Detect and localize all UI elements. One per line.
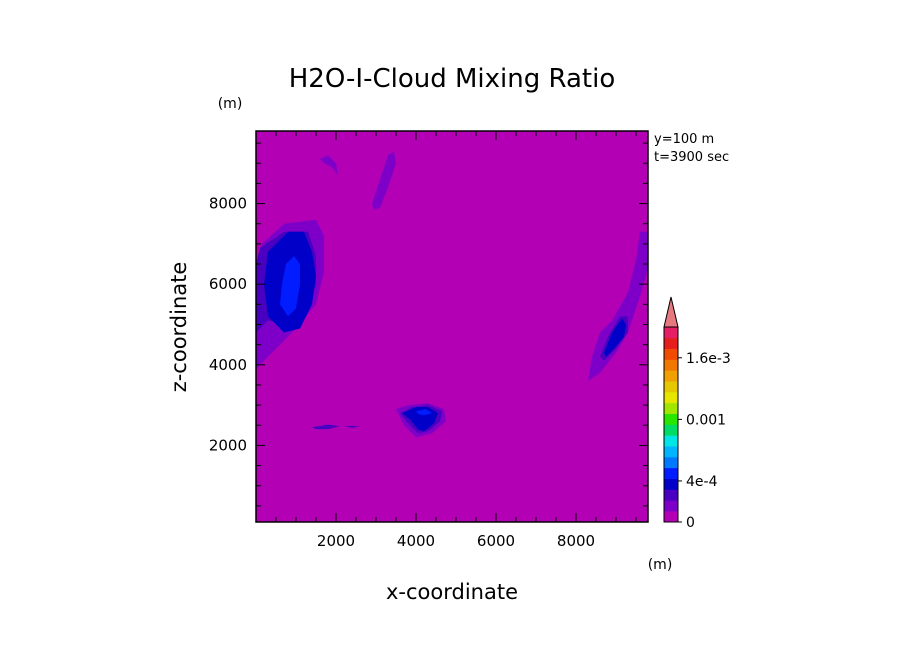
plot-background bbox=[256, 131, 648, 522]
colorbar-swatch bbox=[664, 392, 678, 404]
contour-region-9 bbox=[416, 409, 432, 416]
y-tick-label: 6000 bbox=[209, 275, 247, 293]
x-tick-label: 4000 bbox=[397, 532, 435, 550]
colorbar-swatch bbox=[664, 337, 678, 349]
colorbar-swatch bbox=[664, 446, 678, 458]
colorbar-swatch bbox=[664, 500, 678, 512]
contour-region-5 bbox=[372, 151, 396, 210]
plot-frame bbox=[255, 130, 649, 523]
y-axis-label: z-coordinate bbox=[167, 262, 191, 393]
colorbar-swatch bbox=[664, 359, 678, 371]
contour-region-3 bbox=[280, 256, 300, 317]
plot-area bbox=[255, 130, 649, 523]
colorbar-swatch bbox=[664, 424, 678, 436]
colorbar: 0 4e-4 0.001 1.6e-3 bbox=[663, 296, 731, 531]
colorbar-swatch bbox=[664, 327, 678, 339]
x-tick-label: 8000 bbox=[557, 532, 595, 550]
x-tick-label: 2000 bbox=[317, 532, 355, 550]
colorbar-swatch bbox=[664, 511, 678, 523]
colorbar-swatch bbox=[664, 348, 678, 360]
info-line-y: y=100 m bbox=[654, 132, 714, 147]
y-tick-label: 4000 bbox=[209, 356, 247, 374]
x-unit-label: (m) bbox=[648, 557, 673, 573]
colorbar-label: 1.6e-3 bbox=[686, 351, 731, 367]
colorbar-swatch bbox=[664, 489, 678, 501]
colorbar-label: 0 bbox=[686, 515, 695, 531]
x-tick-label: 6000 bbox=[477, 532, 515, 550]
colorbar-swatch bbox=[664, 381, 678, 393]
colorbar-swatch bbox=[664, 457, 678, 469]
colorbar-swatch bbox=[664, 435, 678, 447]
colorbar-swatch bbox=[664, 478, 678, 490]
colorbar-frame bbox=[663, 326, 679, 523]
contour-region-14 bbox=[604, 318, 626, 357]
y-tick-label: 8000 bbox=[209, 195, 247, 213]
y-tick-label: 2000 bbox=[209, 436, 247, 454]
colorbar-swatch bbox=[664, 413, 678, 425]
colorbar-overflow-arrow bbox=[663, 296, 679, 328]
contour-region-10 bbox=[312, 424, 340, 430]
colorbar-swatch bbox=[664, 370, 678, 382]
contour-region-4 bbox=[320, 155, 338, 176]
x-axis-label: x-coordinate bbox=[386, 580, 518, 604]
y-unit-label: (m) bbox=[218, 96, 243, 112]
colorbar-swatch bbox=[664, 467, 678, 479]
contour-region-12 bbox=[588, 231, 648, 381]
colorbar-label: 0.001 bbox=[686, 412, 726, 428]
colorbar-label: 4e-4 bbox=[686, 474, 718, 490]
info-line-t: t=3900 sec bbox=[654, 150, 729, 165]
colorbar-swatch bbox=[664, 402, 678, 414]
contour-region-11 bbox=[344, 425, 360, 428]
chart-title: H2O-I-Cloud Mixing Ratio bbox=[289, 64, 616, 94]
